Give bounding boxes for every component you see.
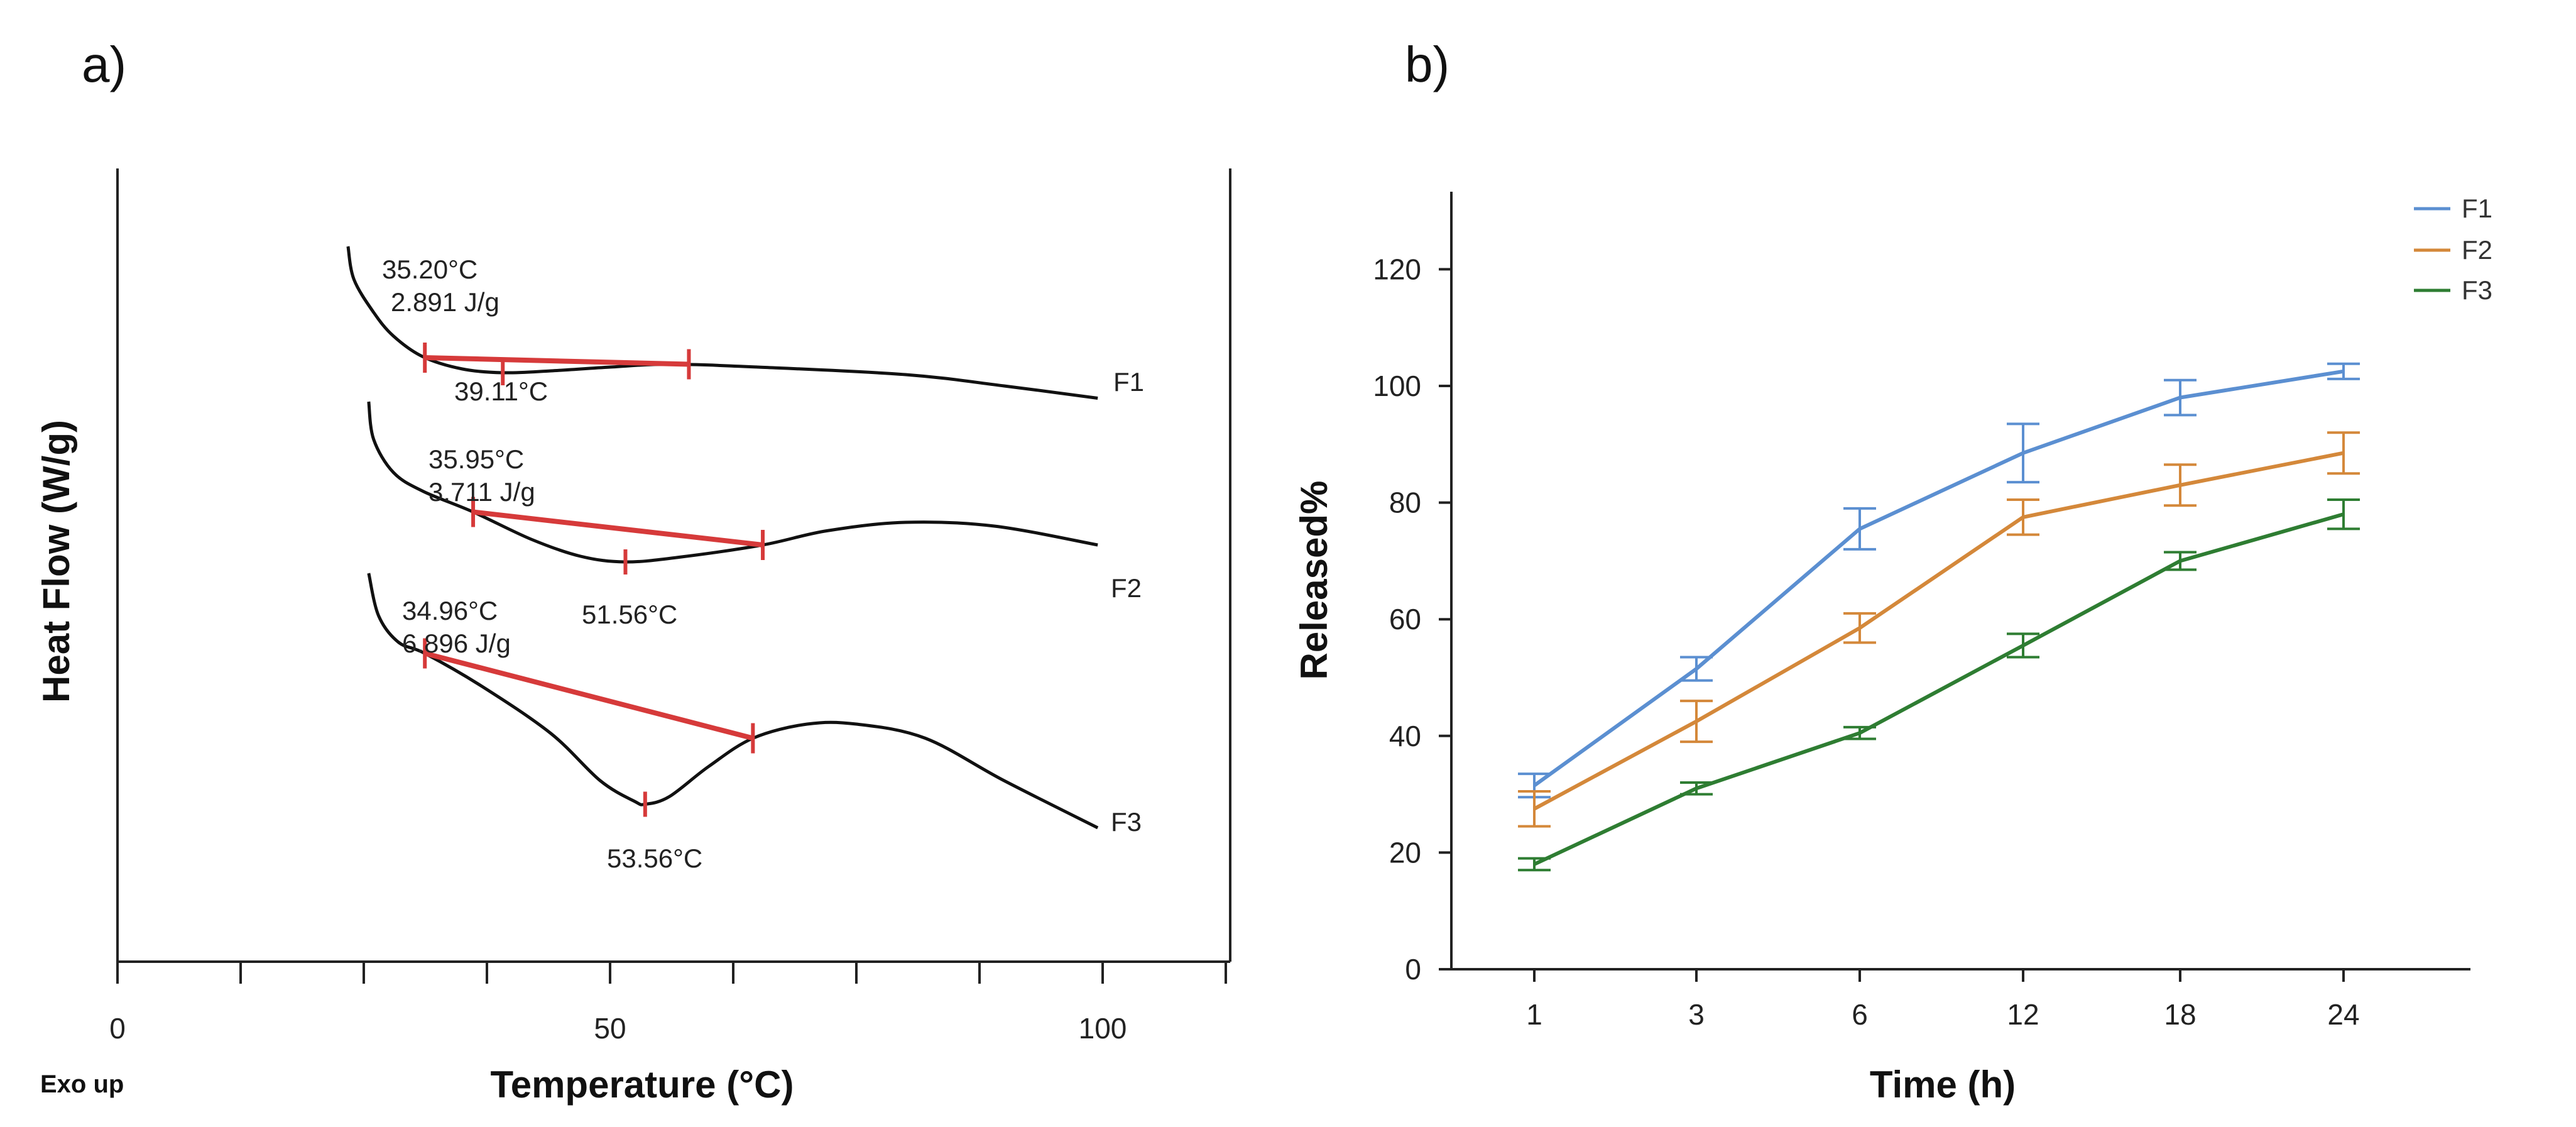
f2-peak-temp: 51.56°C — [582, 600, 677, 629]
x-tick-label: 12 — [2007, 998, 2039, 1031]
f3-enthalpy: 6.896 J/g — [402, 629, 511, 658]
release-series — [1518, 362, 2360, 872]
f3-onset-temp: 34.96°C — [402, 596, 498, 625]
panel-b-x-ticks: 1 3 6 12 18 24 — [1526, 969, 2360, 1031]
f2-onset-temp: 35.95°C — [428, 444, 524, 474]
f2-enthalpy: 3.711 J/g — [428, 477, 535, 507]
exo-up-label: Exo up — [40, 1070, 124, 1098]
series-line-f2 — [1533, 451, 2344, 811]
y-tick-label: 0 — [1405, 953, 1421, 986]
y-tick-label: 80 — [1389, 487, 1421, 519]
panel-b-label: b) — [1405, 36, 1449, 92]
series-f2 — [1518, 431, 2360, 828]
panel-a-y-axis-title: Heat Flow (W/g) — [35, 420, 77, 703]
legend: F1 F2 F3 — [2414, 194, 2492, 305]
dsc-curve-f2 — [367, 401, 1098, 564]
y-tick-label: 20 — [1389, 836, 1421, 869]
f3-series-label: F3 — [1111, 807, 1142, 837]
f3-peak-temp: 53.56°C — [607, 844, 702, 873]
panel-a-x-ticks — [116, 962, 1227, 984]
f1-peak-temp: 39.11°C — [454, 377, 548, 406]
y-tick-label: 120 — [1373, 253, 1421, 285]
dsc-curves — [346, 246, 1099, 830]
series-line-f1 — [1533, 369, 2344, 788]
legend-label-f1: F1 — [2462, 194, 2492, 223]
integration-baseline-f1 — [425, 355, 689, 367]
x-tick-label: 6 — [1852, 998, 1868, 1031]
x-tick-label: 18 — [2164, 998, 2196, 1031]
x-tick-label: 50 — [594, 1012, 626, 1045]
series-f3 — [1518, 498, 2360, 872]
panel-a-label: a) — [82, 36, 126, 92]
x-tick-label: 24 — [2327, 998, 2359, 1031]
panel-b-y-ticks: 0 20 40 60 80 100 120 — [1373, 253, 1451, 986]
panel-b-x-axis-title: Time (h) — [1870, 1064, 2016, 1106]
panel-a-dsc-thermogram: a) 0 50 100 Temperature (°C) Exo up Heat… — [35, 36, 1231, 1106]
f1-series-label: F1 — [1113, 367, 1144, 397]
legend-label-f2: F2 — [2462, 235, 2492, 265]
f2-series-label: F2 — [1111, 573, 1142, 603]
x-tick-label: 0 — [109, 1012, 126, 1045]
series-line-f3 — [1533, 512, 2344, 866]
x-tick-label: 100 — [1079, 1012, 1127, 1045]
panel-b-release-profile: b) 0 20 40 60 80 100 120 1 3 6 12 18 24 Released% T… — [1293, 36, 2492, 1106]
f1-enthalpy: 2.891 J/g — [391, 287, 499, 317]
y-tick-label: 100 — [1373, 370, 1421, 402]
legend-label-f3: F3 — [2462, 275, 2492, 305]
series-f1 — [1518, 362, 2360, 799]
f1-onset-temp: 35.20°C — [382, 255, 478, 284]
y-tick-label: 60 — [1389, 603, 1421, 635]
x-tick-label: 3 — [1688, 998, 1705, 1031]
y-tick-label: 40 — [1389, 720, 1421, 752]
panel-a-x-axis-title: Temperature (°C) — [491, 1064, 794, 1106]
panel-b-y-axis-title: Released% — [1293, 481, 1335, 680]
dsc-curve-f1 — [346, 246, 1098, 400]
integration-baseline-f2 — [472, 509, 763, 547]
x-tick-label: 1 — [1526, 998, 1542, 1031]
integration-baseline-f3 — [424, 651, 754, 741]
